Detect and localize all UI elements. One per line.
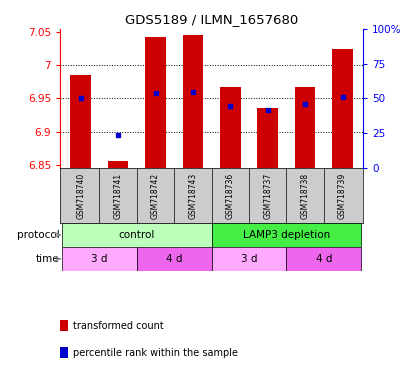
Text: GSM718740: GSM718740 xyxy=(76,172,85,219)
Text: GSM718739: GSM718739 xyxy=(338,172,347,219)
Bar xyxy=(183,35,203,168)
Text: GSM718738: GSM718738 xyxy=(300,172,310,218)
Text: GSM718741: GSM718741 xyxy=(114,172,123,218)
Text: protocol: protocol xyxy=(17,230,60,240)
Text: 4 d: 4 d xyxy=(166,254,183,264)
Bar xyxy=(71,75,91,168)
Bar xyxy=(145,37,166,168)
Bar xyxy=(212,247,286,271)
Title: GDS5189 / ILMN_1657680: GDS5189 / ILMN_1657680 xyxy=(125,13,298,26)
Text: transformed count: transformed count xyxy=(73,321,164,331)
Text: GSM718743: GSM718743 xyxy=(188,172,198,219)
Bar xyxy=(332,49,353,168)
Text: percentile rank within the sample: percentile rank within the sample xyxy=(73,348,238,358)
Bar xyxy=(62,223,212,247)
Text: GSM718737: GSM718737 xyxy=(263,172,272,219)
Bar xyxy=(137,247,212,271)
Text: GSM718742: GSM718742 xyxy=(151,172,160,218)
Text: control: control xyxy=(119,230,155,240)
Bar xyxy=(257,108,278,168)
Text: LAMP3 depletion: LAMP3 depletion xyxy=(243,230,330,240)
Bar xyxy=(220,86,241,168)
Bar xyxy=(108,161,128,168)
Text: 4 d: 4 d xyxy=(315,254,332,264)
Text: time: time xyxy=(36,254,60,264)
Bar xyxy=(286,247,361,271)
Bar xyxy=(295,86,315,168)
Bar xyxy=(212,223,361,247)
Text: GSM718736: GSM718736 xyxy=(226,172,235,219)
Text: 3 d: 3 d xyxy=(241,254,257,264)
Bar xyxy=(62,247,137,271)
Text: 3 d: 3 d xyxy=(91,254,108,264)
